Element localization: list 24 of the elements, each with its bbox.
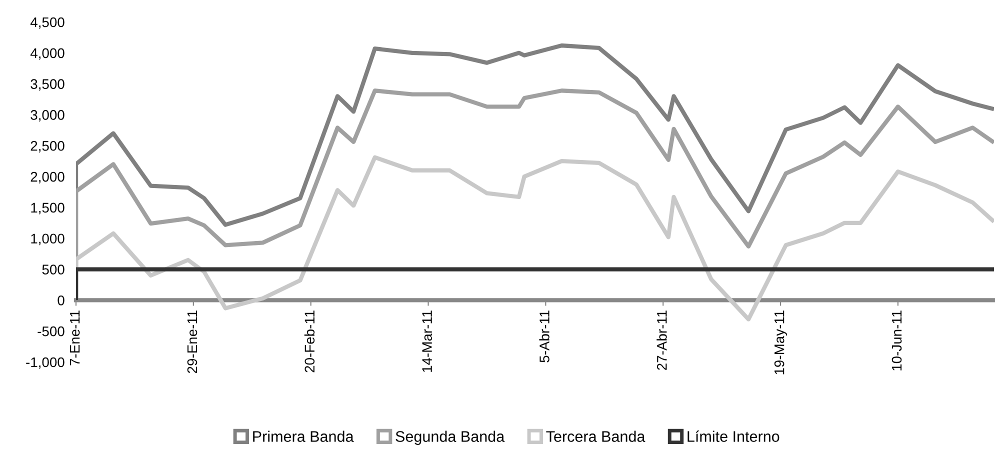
x-tick-label: 19-May-11 bbox=[774, 310, 787, 374]
y-tick-label: 2,000 bbox=[30, 172, 64, 184]
x-tick-label: 5-Abr-11 bbox=[539, 310, 550, 362]
legend-label: Límite Interno bbox=[688, 430, 780, 442]
y-tick-label: 1,000 bbox=[31, 234, 64, 246]
y-tick-label: 500 bbox=[42, 264, 64, 274]
y-tick-label: 1,500 bbox=[31, 202, 64, 214]
y-tick-label: 3,000 bbox=[30, 110, 64, 122]
y-tick-label: -500 bbox=[38, 326, 64, 336]
x-tick-label: 10-Jun-11 bbox=[892, 310, 902, 370]
legend-label: Primera Banda bbox=[253, 430, 354, 442]
y-tick-label: 3,500 bbox=[30, 79, 64, 91]
legend-label: Tercera Banda bbox=[546, 430, 646, 442]
y-tick-label: 2,500 bbox=[30, 140, 64, 152]
legend-label: Segunda Banda bbox=[396, 430, 505, 445]
y-tick-label: -1,000 bbox=[26, 357, 64, 369]
y-tick-label: 0 bbox=[58, 296, 64, 306]
x-tick-label: 7-Ene-11 bbox=[70, 310, 80, 366]
y-tick-label: 4,000 bbox=[30, 48, 64, 60]
x-tick-label: 29-Ene-11 bbox=[187, 310, 198, 374]
x-tick-label: 27-Abr-11 bbox=[656, 310, 667, 370]
x-tick-label: 20-Feb-11 bbox=[304, 310, 315, 372]
y-tick-label: 4,500 bbox=[30, 17, 64, 29]
x-tick-label: 14-Mar-11 bbox=[422, 310, 432, 372]
